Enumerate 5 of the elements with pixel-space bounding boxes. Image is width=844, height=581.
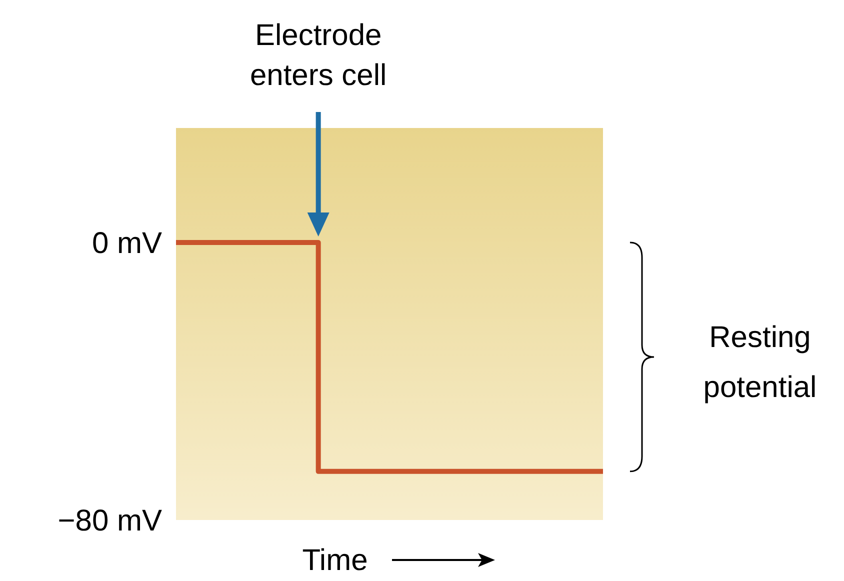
y-tick-label: −80 mV (58, 504, 162, 538)
x-axis-title: Time (302, 544, 368, 577)
y-tick-label: 0 mV (92, 226, 162, 260)
text: Resting potential (703, 320, 817, 404)
text: Electrode enters cell (250, 19, 387, 92)
